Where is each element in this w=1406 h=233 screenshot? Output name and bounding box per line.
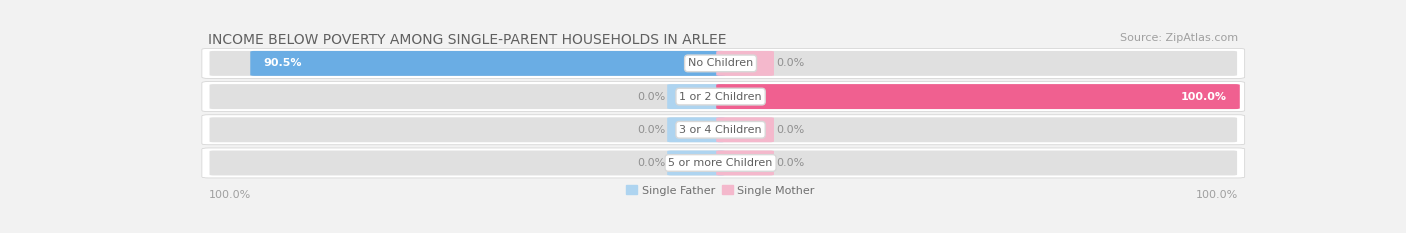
FancyBboxPatch shape [202, 115, 1244, 145]
FancyBboxPatch shape [209, 51, 1237, 76]
Text: 100.0%: 100.0% [1197, 190, 1239, 200]
Text: 90.5%: 90.5% [263, 58, 302, 69]
FancyBboxPatch shape [209, 84, 1237, 109]
FancyBboxPatch shape [202, 48, 1244, 78]
FancyBboxPatch shape [209, 151, 1237, 175]
Text: 0.0%: 0.0% [637, 125, 665, 135]
FancyBboxPatch shape [716, 84, 1240, 109]
Text: 1 or 2 Children: 1 or 2 Children [679, 92, 762, 102]
FancyBboxPatch shape [668, 84, 725, 109]
Text: 0.0%: 0.0% [776, 58, 804, 69]
Text: 5 or more Children: 5 or more Children [668, 158, 773, 168]
FancyBboxPatch shape [202, 148, 1244, 178]
FancyBboxPatch shape [668, 151, 725, 175]
Text: No Children: No Children [688, 58, 754, 69]
FancyBboxPatch shape [716, 117, 773, 142]
FancyBboxPatch shape [202, 82, 1244, 112]
Text: 0.0%: 0.0% [776, 125, 804, 135]
FancyBboxPatch shape [209, 117, 1237, 142]
Text: 0.0%: 0.0% [637, 158, 665, 168]
Text: 100.0%: 100.0% [1181, 92, 1226, 102]
Text: 0.0%: 0.0% [776, 158, 804, 168]
FancyBboxPatch shape [668, 117, 725, 142]
FancyBboxPatch shape [716, 51, 773, 76]
Legend: Single Father, Single Mother: Single Father, Single Mother [621, 181, 820, 200]
Text: 3 or 4 Children: 3 or 4 Children [679, 125, 762, 135]
Text: Source: ZipAtlas.com: Source: ZipAtlas.com [1121, 33, 1239, 43]
Text: 0.0%: 0.0% [637, 92, 665, 102]
FancyBboxPatch shape [716, 151, 773, 175]
Text: INCOME BELOW POVERTY AMONG SINGLE-PARENT HOUSEHOLDS IN ARLEE: INCOME BELOW POVERTY AMONG SINGLE-PARENT… [208, 33, 727, 47]
Text: 100.0%: 100.0% [208, 190, 250, 200]
FancyBboxPatch shape [250, 51, 725, 76]
